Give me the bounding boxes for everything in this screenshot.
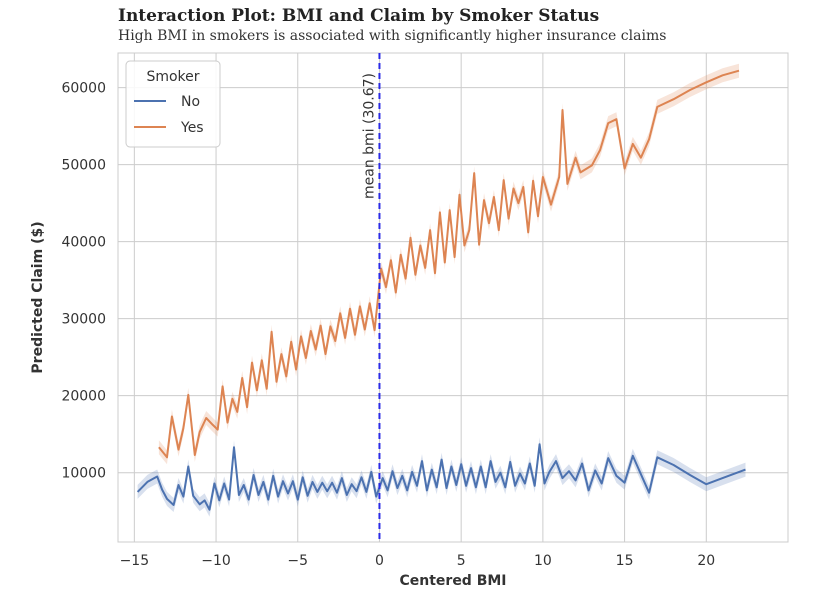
x-tick-label: −5 (287, 553, 308, 569)
y-tick-label: 40000 (61, 235, 106, 251)
x-tick-label: −15 (120, 553, 150, 569)
y-tick-label: 50000 (61, 158, 106, 174)
y-tick-label: 60000 (61, 81, 106, 97)
legend-label-yes: Yes (180, 120, 204, 136)
x-tick-label: 20 (697, 553, 715, 569)
x-tick-label: 15 (616, 553, 634, 569)
legend-box (125, 60, 221, 148)
y-tick-label: 30000 (61, 312, 106, 328)
reference-line-group: mean bmi (30.67) (361, 53, 381, 542)
series-no-line (136, 443, 746, 511)
plot-area (117, 52, 789, 543)
chart-subtitle: High BMI in smokers is associated with s… (118, 28, 667, 44)
series-yes-confidence-band (158, 63, 739, 465)
x-axis-label: Centered BMI (399, 573, 506, 589)
legend: Smoker No Yes (125, 60, 221, 148)
mean-bmi-label: mean bmi (30.67) (361, 73, 377, 199)
x-tick-label: 5 (457, 553, 466, 569)
chart-title: Interaction Plot: BMI and Claim by Smoke… (118, 6, 600, 26)
tick-labels: −15 −10 −5 0 5 10 15 20 10000 20000 30000 40000 5000… (61, 81, 715, 569)
x-tick-label: −10 (201, 553, 231, 569)
y-axis-label: Predicted Claim ($) (30, 221, 46, 373)
legend-label-no: No (181, 94, 200, 110)
legend-title: Smoker (146, 69, 199, 85)
x-tick-label: 10 (534, 553, 552, 569)
y-tick-label: 10000 (61, 466, 106, 482)
series-yes-line (158, 69, 740, 459)
series-no-confidence-band (137, 437, 746, 517)
y-tick-label: 20000 (61, 389, 106, 405)
series-group (136, 63, 746, 517)
x-tick-label: 0 (375, 553, 384, 569)
